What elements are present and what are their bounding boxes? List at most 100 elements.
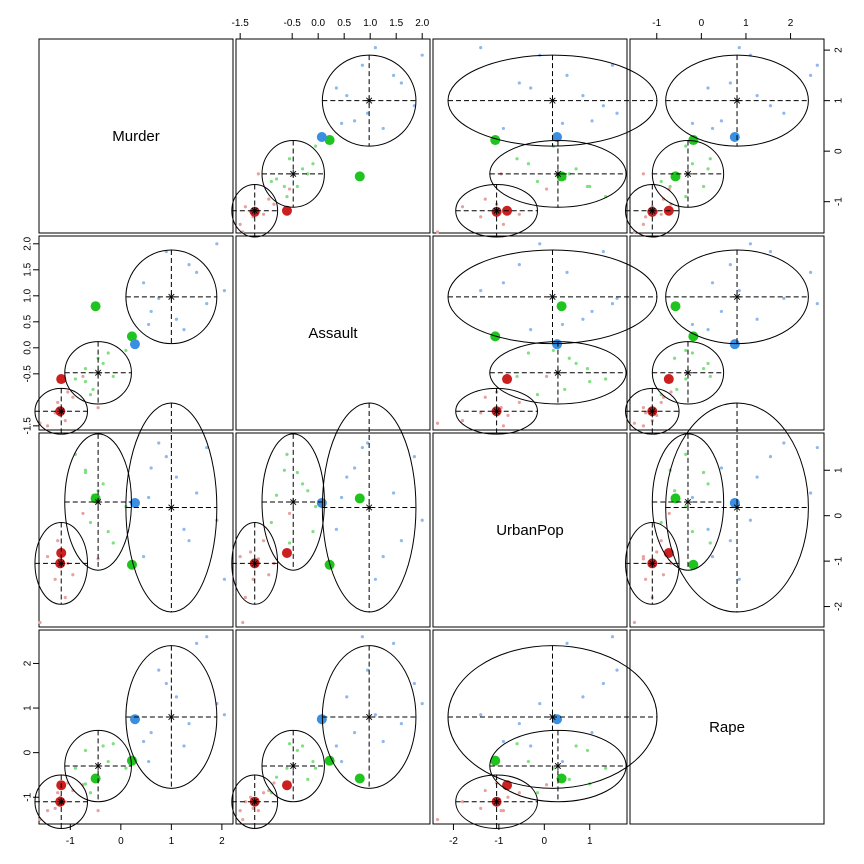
cluster-2-center-star — [94, 762, 103, 771]
cluster-3-center-star — [167, 712, 176, 721]
cluster-2-point — [526, 759, 531, 764]
cluster-1-point — [243, 205, 247, 209]
cluster-1-point — [544, 187, 549, 191]
cluster-3-point — [365, 668, 370, 672]
cluster-2-point — [567, 356, 571, 360]
cluster-3-point — [719, 119, 724, 123]
cluster-3-point — [182, 328, 186, 332]
cluster-2-point — [83, 468, 88, 472]
cluster-2-point — [311, 759, 315, 764]
left-tick-label-rape: 2 — [23, 660, 34, 666]
panel-frame-assault-murder — [38, 235, 234, 431]
top-tick-label-assault: 1.0 — [363, 18, 377, 29]
cluster-1-center-star — [492, 407, 501, 416]
cluster-2-point — [515, 742, 519, 746]
cluster-3-center-star — [365, 96, 374, 105]
cluster-1-point — [63, 419, 67, 423]
cluster-3-point — [565, 73, 569, 77]
cluster-3-center-star — [548, 96, 557, 105]
cluster-2-point — [124, 766, 128, 770]
cluster-1-point — [655, 550, 659, 554]
cluster-1-point — [71, 395, 75, 399]
cluster-1-point — [483, 395, 487, 399]
cluster-3-point — [755, 93, 759, 98]
cluster-2-point — [659, 520, 663, 525]
star-stroke — [94, 498, 102, 506]
bottom-tick-label-urbanpop: 1 — [587, 836, 593, 847]
cluster-1-point — [56, 791, 60, 795]
cluster-1-point — [483, 197, 487, 201]
left-tick-label-rape: 0 — [23, 749, 34, 755]
panel-frame-rape-assault — [235, 629, 431, 825]
top-tick-label-assault: 0.5 — [337, 18, 351, 29]
cluster-3-point — [768, 250, 773, 254]
cluster-2-point — [708, 374, 712, 379]
highlight-point — [129, 714, 140, 725]
highlight-point — [670, 301, 681, 312]
cluster-3-point — [420, 518, 424, 522]
star-stroke — [733, 97, 741, 104]
highlight-point — [324, 755, 335, 766]
cluster-2-point — [83, 470, 88, 475]
cluster-2-point — [684, 452, 688, 456]
star-stroke — [549, 97, 556, 104]
cluster-3-point — [719, 309, 724, 314]
cluster-2-point — [88, 393, 93, 397]
cluster-2-center-star — [683, 169, 692, 178]
cluster-3-point — [222, 577, 227, 581]
cluster-1-point — [238, 809, 242, 813]
cluster-3-point — [345, 93, 349, 98]
bottom-tick-label-murder: 2 — [219, 836, 225, 847]
cluster-2-point — [675, 387, 679, 392]
panel-frame-urbanpop-murder — [38, 432, 234, 628]
cluster-2-point — [287, 541, 292, 545]
cluster-2-point — [708, 157, 712, 161]
highlight-point — [502, 374, 513, 385]
cluster-2-point — [604, 377, 608, 381]
cluster-3-point — [706, 328, 710, 332]
cluster-2-center-star — [553, 762, 562, 771]
cluster-2-center-star — [683, 368, 692, 377]
star-stroke — [684, 170, 692, 178]
cluster-3-point — [412, 681, 416, 686]
cluster-2-point — [701, 184, 706, 189]
cluster-1-center-star — [648, 206, 657, 215]
cluster-2-point — [585, 748, 590, 753]
cluster-1-point — [641, 172, 645, 176]
bottom-tick-label-urbanpop: 0 — [542, 836, 548, 847]
cluster-3-point — [538, 242, 542, 246]
cluster-2-point — [101, 482, 105, 486]
cluster-3-center-star — [167, 292, 176, 301]
cluster-3-point — [164, 681, 168, 686]
star-stroke — [549, 713, 556, 721]
cluster-3-point — [719, 466, 724, 470]
cluster-1-center-star — [57, 559, 66, 568]
panel-rape-vs-urbanpop — [435, 635, 658, 829]
cluster-2-point — [668, 184, 672, 189]
cluster-1-point — [287, 187, 292, 191]
cluster-2-center-star — [683, 498, 692, 507]
cluster-3-point — [809, 73, 813, 77]
cluster-3-point — [345, 475, 349, 479]
cluster-3-point — [479, 45, 483, 50]
cluster-2-point — [684, 144, 688, 148]
cluster-2-point — [690, 162, 695, 166]
cluster-3-point — [339, 759, 344, 764]
cluster-3-point — [141, 739, 146, 744]
highlight-point — [281, 205, 292, 216]
bottom-tick-label-murder: 1 — [169, 836, 175, 847]
cluster-1-point — [501, 222, 506, 227]
cluster-2-point — [285, 766, 289, 770]
cluster-1-point — [261, 539, 266, 543]
cluster-1-point — [659, 539, 663, 543]
panel-frame-assault-urbanpop — [432, 235, 628, 431]
cluster-3-point — [391, 641, 396, 645]
cluster-3-point — [529, 328, 533, 332]
cluster-1-center-star — [250, 206, 259, 215]
highlight-point — [281, 780, 292, 791]
cluster-1-point — [261, 791, 266, 795]
cluster-1-point — [71, 573, 75, 577]
highlight-point — [316, 132, 327, 143]
cluster-3-point — [610, 635, 615, 639]
star-stroke — [58, 560, 65, 567]
